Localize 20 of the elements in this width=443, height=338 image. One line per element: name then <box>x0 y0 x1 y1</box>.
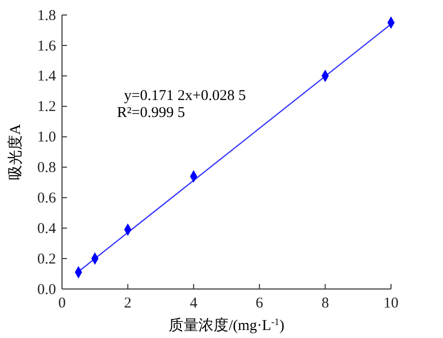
annotation: y=0.171 2x+0.028 5 <box>124 88 246 104</box>
x-axis-title: 质量浓度/(mg·L$^{-1}$) <box>168 316 284 334</box>
y-axis-title: 吸光度A <box>7 124 24 180</box>
y-tick-label: 0.0 <box>37 282 56 298</box>
y-tick-label: 1.2 <box>37 99 56 116</box>
x-tick-label: 8 <box>321 296 329 312</box>
y-tick-label: 1.6 <box>37 38 56 54</box>
x-tick-label: 2 <box>124 296 132 312</box>
x-tick-label: 4 <box>190 296 198 312</box>
x-tick-label: 6 <box>256 296 264 312</box>
y-tick-label: 0.6 <box>37 190 56 206</box>
x-tick-label: 0 <box>58 296 66 312</box>
x-tick-label: 10 <box>384 296 398 312</box>
y-tick-label: 1.4 <box>37 68 56 85</box>
y-tick-label: 0.8 <box>37 160 56 176</box>
y-tick-label: 1.8 <box>37 8 56 24</box>
y-tick-label: 1.0 <box>37 130 56 146</box>
y-tick-label: 0.2 <box>37 251 56 268</box>
annotation: R²=0.999 5 <box>117 105 185 121</box>
y-tick-label: 0.4 <box>37 220 56 237</box>
